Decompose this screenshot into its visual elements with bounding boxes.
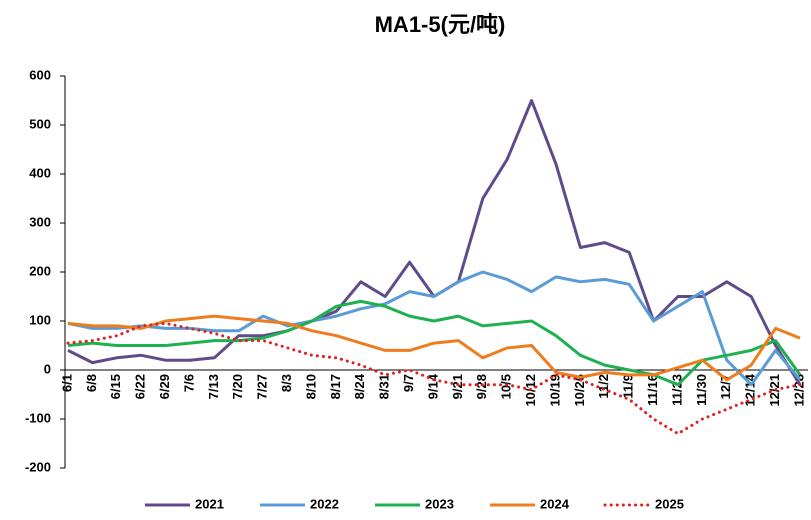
y-tick-label: 0: [44, 361, 51, 376]
series-line: [67, 270, 802, 387]
x-tick-label: 8/24: [352, 373, 367, 399]
x-tick-label: 8/3: [279, 374, 294, 392]
x-tick-label: 6/22: [133, 374, 148, 399]
x-tick-label: 7/20: [230, 374, 245, 399]
x-tick-label: 7/13: [206, 374, 221, 399]
y-tick-label: 600: [29, 67, 51, 82]
x-tick-label: 12/7: [718, 374, 733, 399]
x-tick-label: 8/17: [328, 374, 343, 399]
x-tick-label: 6/15: [108, 374, 123, 399]
series-line: [67, 314, 801, 382]
y-tick-label: 400: [29, 165, 51, 180]
x-tick-label: 9/7: [401, 374, 416, 392]
x-tick-label: 12/21: [767, 374, 782, 407]
y-tick-label: 200: [29, 263, 51, 278]
legend-label: 2022: [310, 496, 339, 511]
x-tick-label: 12/28: [791, 374, 806, 407]
legend-label: 2025: [655, 496, 684, 511]
x-tick-label: 7/27: [255, 374, 270, 399]
x-tick-label: 9/14: [425, 373, 440, 399]
x-tick-label: 11/30: [694, 374, 709, 406]
legend-label: 2023: [425, 496, 454, 511]
x-tick-label: 9/28: [474, 374, 489, 399]
x-tick-label: 11/16: [645, 374, 660, 406]
x-tick-label: 10/5: [499, 374, 514, 399]
x-tick-label: 6/8: [84, 374, 99, 392]
y-tick-label: 300: [29, 214, 51, 229]
series-line: [67, 299, 802, 387]
x-tick-label: 8/10: [303, 374, 318, 399]
y-tick-label: -100: [25, 410, 51, 425]
y-tick-label: 500: [29, 116, 51, 131]
legend-label: 2021: [195, 496, 224, 511]
x-tick-label: 11/2: [596, 374, 611, 399]
y-tick-label: -200: [25, 459, 51, 474]
x-tick-label: 8/31: [377, 374, 392, 399]
series-line: [66, 321, 802, 436]
x-tick-label: 11/9: [621, 374, 636, 399]
x-tick-label: 7/6: [181, 374, 196, 392]
x-tick-label: 6/29: [157, 374, 172, 399]
x-tick-label: 10/19: [547, 374, 562, 407]
y-tick-label: 100: [29, 312, 51, 327]
chart-title: MA1-5(元/吨): [375, 12, 506, 37]
x-tick-label: 10/26: [572, 374, 587, 407]
x-tick-label: 9/21: [450, 374, 465, 399]
x-tick-label: 6/1: [59, 374, 74, 392]
legend-label: 2024: [540, 496, 570, 511]
